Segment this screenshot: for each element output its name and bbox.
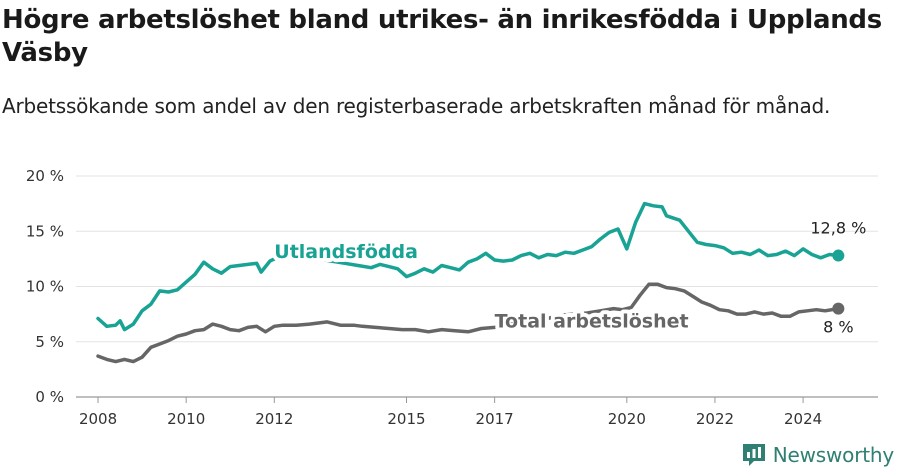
y-tick-label: 10 % bbox=[26, 278, 64, 296]
x-tick-label: 2012 bbox=[255, 410, 293, 428]
series-end-point bbox=[832, 249, 845, 262]
chart-title: Högre arbetslöshet bland utrikes- än inr… bbox=[2, 5, 882, 68]
x-tick-label: 2008 bbox=[79, 410, 117, 428]
series-label-total-halo: Total arbetslöshet bbox=[495, 310, 689, 332]
chart-subtitle: Arbetssökande som andel av den registerb… bbox=[2, 94, 831, 118]
series-end-label: 12,8 % bbox=[810, 219, 866, 238]
y-tick-label: 15 % bbox=[26, 222, 64, 240]
x-tick-label: 2020 bbox=[608, 410, 646, 428]
series-end-label: 8 % bbox=[823, 318, 853, 337]
x-tick-label: 2015 bbox=[387, 410, 425, 428]
series-label-total: Total arbetslöshet bbox=[495, 310, 689, 332]
series-label-utlandsfodda: Utlandsfödda bbox=[274, 241, 418, 263]
y-tick-label: 20 % bbox=[26, 167, 64, 185]
brand: Newsworthy bbox=[741, 442, 894, 468]
series-line-total bbox=[96, 282, 841, 364]
x-tick-label: 2017 bbox=[476, 410, 514, 428]
x-tick-label: 2010 bbox=[167, 410, 205, 428]
x-tick-label: 2024 bbox=[784, 410, 822, 428]
newsworthy-logo-icon bbox=[742, 444, 765, 466]
x-tick-label: 2022 bbox=[696, 410, 734, 428]
y-tick-label: 5 % bbox=[35, 333, 64, 351]
series-line-utlandsfodda bbox=[96, 201, 841, 332]
y-tick-label: 0 % bbox=[35, 388, 64, 406]
series-end-point bbox=[832, 302, 845, 315]
brand-name: Newsworthy bbox=[772, 443, 894, 467]
series-label-utlandsfodda-halo: Utlandsfödda bbox=[274, 241, 418, 263]
